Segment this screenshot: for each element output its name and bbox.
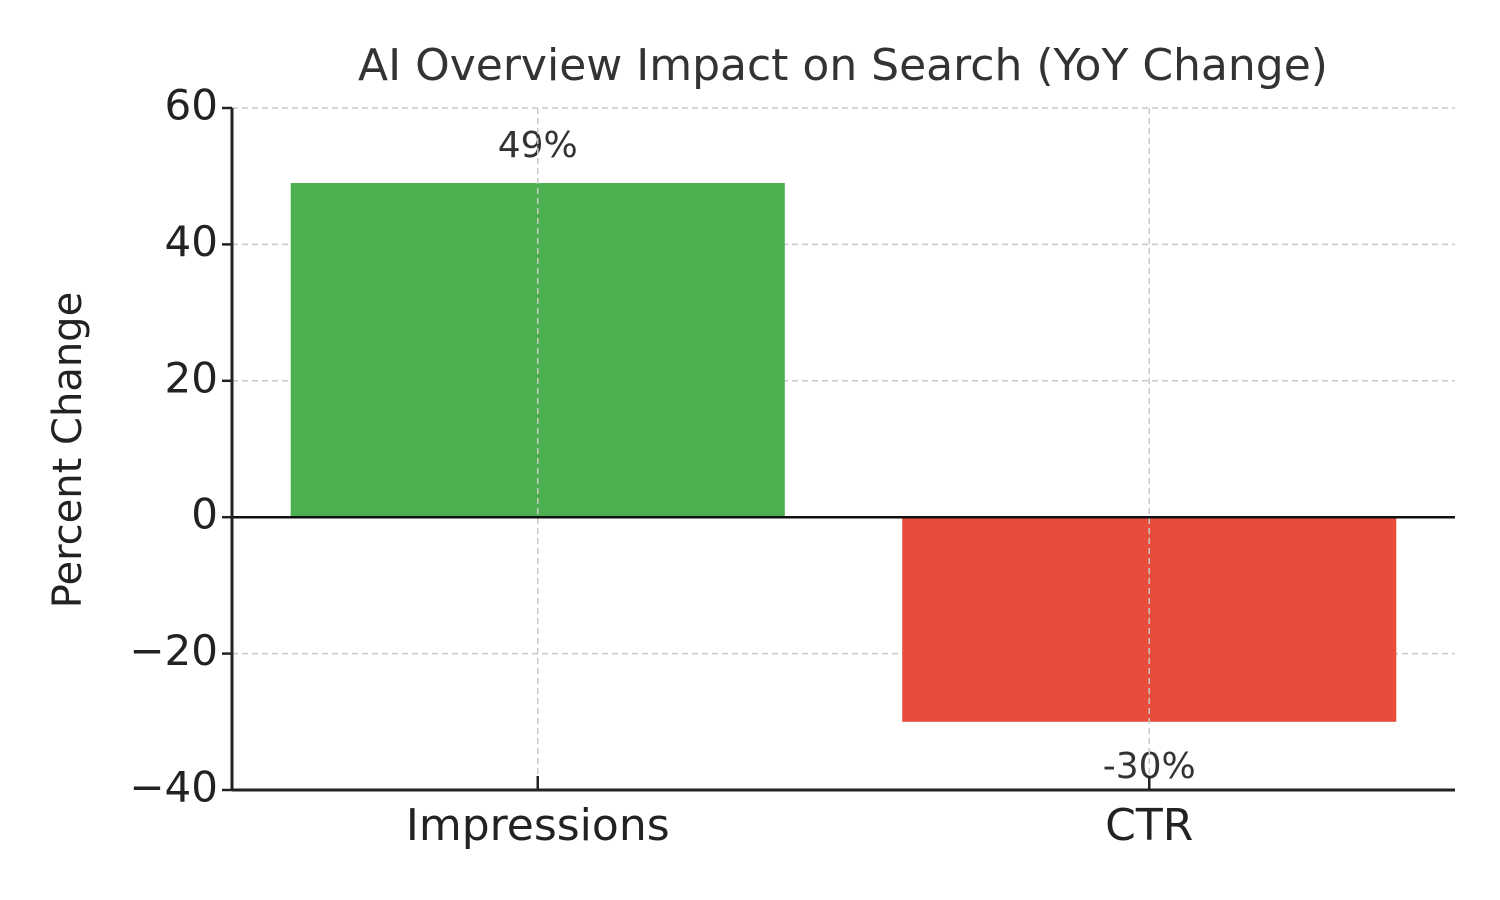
y-tick-label: −40: [129, 763, 218, 812]
y-tick-label: 0: [191, 490, 218, 539]
y-tick-label: 40: [165, 217, 218, 266]
y-tick-label: −20: [129, 626, 218, 675]
y-tick-label: 60: [165, 81, 218, 130]
chart-title: AI Overview Impact on Search (YoY Change…: [358, 40, 1328, 91]
x-tick-label: CTR: [1105, 800, 1193, 851]
y-tick-label: 20: [165, 353, 218, 402]
y-axis-label: Percent Change: [45, 292, 91, 608]
x-tick-label: Impressions: [406, 800, 670, 851]
